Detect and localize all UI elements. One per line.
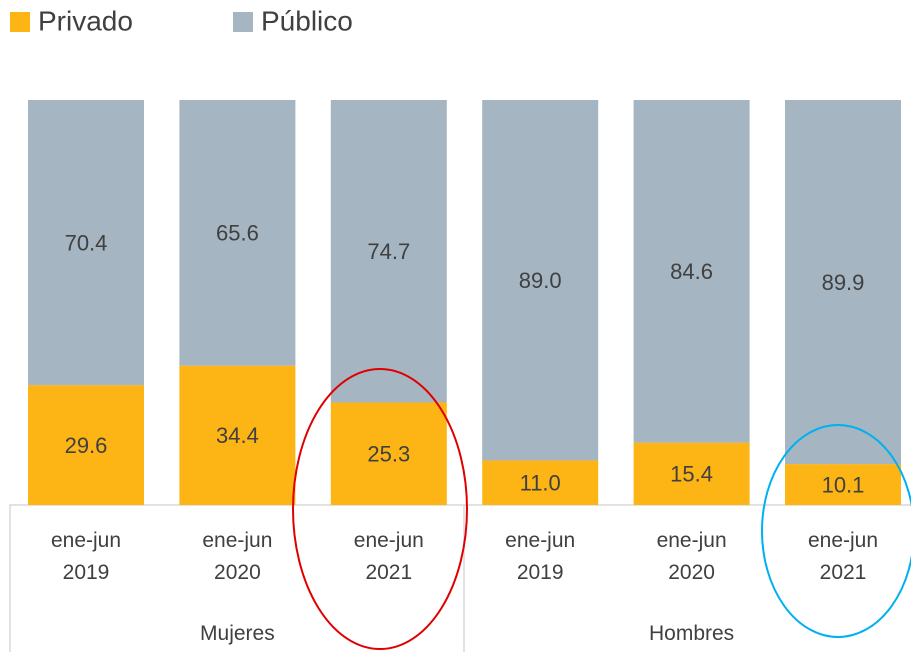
bar-segment	[785, 464, 901, 505]
bar-segment	[785, 100, 901, 465]
data-label: 89.9	[822, 270, 865, 295]
group-label: Mujeres	[200, 622, 275, 645]
bar-segment	[482, 100, 599, 461]
data-label: 74.7	[367, 239, 410, 264]
bar-segment	[330, 402, 447, 505]
data-label: 15.4	[670, 462, 713, 487]
bar-segment	[28, 385, 144, 505]
bar-segment	[633, 100, 750, 443]
data-label: 84.6	[670, 259, 713, 284]
highlight-ellipse	[292, 368, 468, 650]
data-label: 65.6	[216, 221, 259, 246]
data-label: 25.3	[367, 442, 410, 467]
data-label: 11.0	[520, 471, 561, 496]
highlight-ellipse	[761, 424, 911, 638]
data-label: 10.1	[822, 472, 865, 497]
group-label: Hombres	[648, 622, 735, 645]
bar-segment	[330, 100, 447, 403]
data-label: 34.4	[216, 423, 259, 448]
x-tick-label: ene-jun 2019	[50, 529, 122, 584]
x-tick-label: ene-jun 2021	[353, 529, 424, 584]
x-tick-label: ene-jun 2020	[656, 529, 727, 584]
x-tick-label: ene-jun 2020	[202, 529, 273, 584]
bar-segment	[28, 100, 144, 386]
x-tick-label: ene-jun 2019	[505, 529, 576, 584]
data-label: 29.6	[65, 433, 108, 458]
data-label: 89.0	[519, 268, 562, 293]
legend-swatch	[233, 12, 253, 32]
bar-segment	[633, 442, 750, 505]
category-axis	[9, 504, 911, 652]
x-tick-label: ene-jun 2021	[807, 529, 879, 584]
bar-segment	[179, 365, 296, 505]
bar-segment	[179, 100, 296, 366]
axis-box	[9, 504, 911, 652]
legend-label: Público	[261, 5, 353, 36]
bar-segment	[482, 460, 599, 505]
legend-swatch	[10, 12, 30, 32]
legend-label: Privado	[38, 5, 133, 36]
data-label: 70.4	[65, 230, 108, 255]
